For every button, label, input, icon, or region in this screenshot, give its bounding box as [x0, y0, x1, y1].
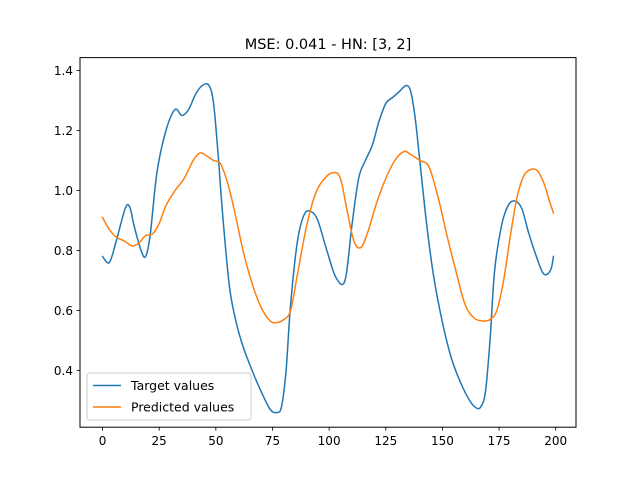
chart-title: MSE: 0.041 - HN: [3, 2]: [245, 37, 412, 53]
series-layer: [101, 83, 555, 414]
plot-frame: [79, 57, 577, 428]
y-tick-label: 1.4: [54, 64, 73, 78]
y-tick-label: 0.6: [54, 304, 73, 318]
x-tick-label: 175: [488, 434, 511, 448]
y-tick-label: 0.8: [54, 244, 73, 258]
legend-label-target: Target values: [130, 378, 214, 393]
x-axis: 0 25 50 75 100 125 150 175 200: [99, 427, 567, 448]
x-tick-label: 200: [544, 434, 567, 448]
y-tick-label: 1.2: [54, 124, 73, 138]
legend-box: [86, 372, 252, 421]
x-tick-label: 75: [265, 434, 280, 448]
x-tick-label: 25: [152, 434, 167, 448]
x-tick-label: 50: [208, 434, 223, 448]
x-tick-label: 150: [431, 434, 454, 448]
x-tick-label: 100: [318, 434, 341, 448]
series-line-target: [101, 83, 555, 414]
y-tick-label: 0.4: [54, 364, 73, 378]
x-tick-label: 125: [374, 434, 397, 448]
legend: Target values Predicted values: [86, 372, 252, 421]
series-line-predicted: [101, 150, 555, 324]
y-tick-label: 1.0: [54, 184, 73, 198]
y-axis: 0.4 0.6 0.8 1.0 1.2 1.4: [54, 64, 80, 378]
x-tick-label: 0: [99, 434, 107, 448]
legend-label-predicted: Predicted values: [131, 400, 234, 415]
